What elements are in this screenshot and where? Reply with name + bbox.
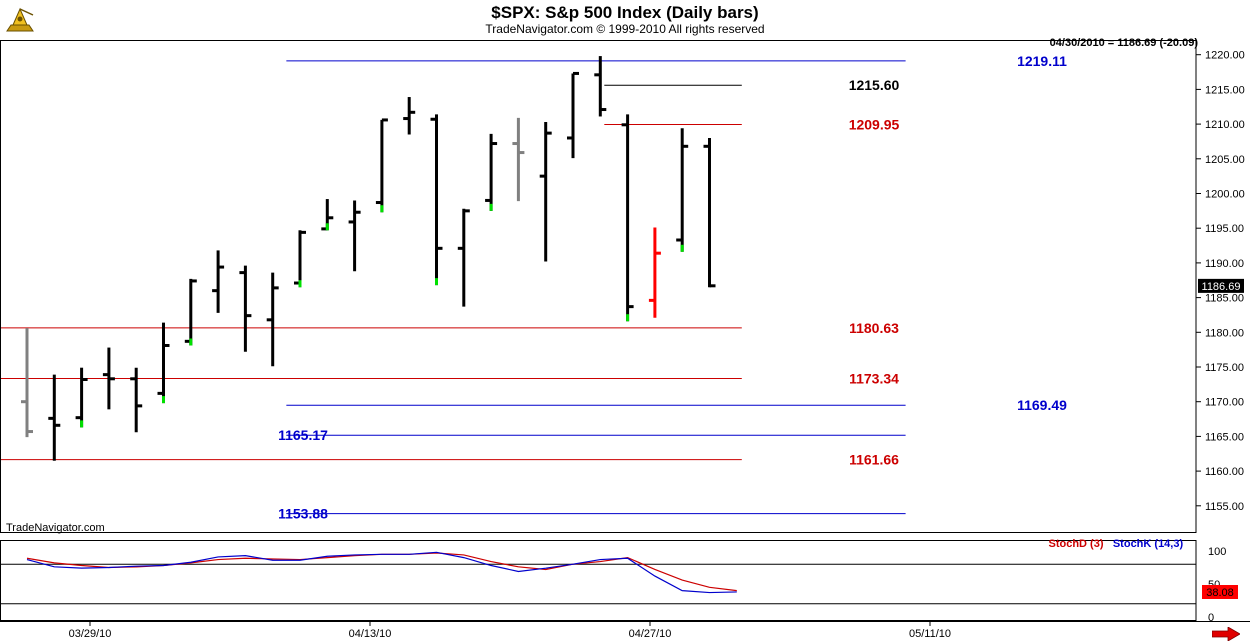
ohlc-bar	[48, 374, 61, 461]
y-axis-tick-label: 1165.00	[1205, 431, 1244, 443]
ohlc-bar	[212, 250, 225, 313]
ohlc-bar	[321, 199, 334, 231]
y-axis-tick-label: 1210.00	[1205, 119, 1245, 131]
stoch-series-line	[26, 552, 737, 592]
level-label: 1161.66	[849, 452, 899, 468]
y-axis-tick-label: 1185.00	[1205, 293, 1244, 305]
stoch-y-tick-label: 0	[1208, 612, 1214, 624]
ohlc-bar	[239, 265, 252, 352]
x-axis-tick-label: 03/29/10	[69, 628, 112, 640]
ohlc-bar	[594, 56, 607, 117]
y-axis-tick-label: 1190.00	[1205, 258, 1244, 270]
ohlc-bar	[567, 71, 579, 159]
ohlc-bar	[184, 278, 197, 346]
last-price-label: 1186.69	[1202, 281, 1241, 293]
stoch-last-box	[1202, 585, 1238, 599]
y-axis-tick-label: 1195.00	[1205, 223, 1244, 235]
level-label: 1180.63	[849, 320, 899, 336]
ohlc-bar	[348, 200, 361, 272]
last-price-box	[1198, 278, 1244, 293]
level-label: 1215.60	[849, 77, 900, 93]
sextant-logo-icon	[6, 7, 34, 32]
watermark: TradeNavigator.com	[6, 522, 105, 534]
price-panel-frame	[0, 40, 1197, 533]
ohlc-bar	[676, 128, 689, 252]
chart-title: $SPX: S&p 500 Index (Daily bars)	[491, 3, 759, 22]
ohlc-bar	[403, 97, 416, 135]
ohlc-bar	[157, 322, 170, 404]
stoch-y-tick-label: 100	[1208, 546, 1226, 558]
stoch-legend-k: StochK (14,3)	[1113, 538, 1184, 550]
ohlc-bar	[648, 227, 661, 318]
y-axis-tick-label: 1155.00	[1205, 501, 1244, 513]
stoch-last-label: 38.08	[1206, 587, 1234, 599]
x-axis-tick-label: 04/13/10	[349, 628, 392, 640]
copyright-text: TradeNavigator.com © 1999-2010 All right…	[485, 22, 765, 36]
level-label: 1209.95	[849, 116, 900, 132]
stoch-panel-frame	[0, 540, 1197, 621]
y-axis-tick-label: 1175.00	[1205, 362, 1244, 374]
ohlc-bar	[266, 272, 279, 367]
y-axis-tick-label: 1170.00	[1205, 397, 1244, 409]
ohlc-bar	[457, 208, 470, 307]
level-label: 1173.34	[849, 371, 899, 387]
y-axis-tick-label: 1160.00	[1205, 466, 1244, 478]
y-axis-tick-label: 1220.00	[1205, 50, 1245, 62]
ohlc-bar	[102, 347, 115, 410]
ohlc-bar	[375, 118, 388, 213]
ohlc-bar	[294, 230, 306, 288]
level-label: 1219.11	[1017, 53, 1067, 69]
y-axis-tick-label: 1200.00	[1205, 189, 1245, 201]
ohlc-bar	[539, 122, 552, 262]
level-label: 1165.17	[278, 427, 328, 443]
y-axis-tick-label: 1215.00	[1205, 84, 1245, 96]
ohlc-bar	[621, 114, 634, 322]
stoch-series-line	[26, 551, 737, 594]
ohlc-bar	[430, 114, 443, 286]
ohlc-bar	[512, 117, 525, 202]
stoch-legend-d: StochD (3)	[1049, 538, 1104, 550]
x-axis-tick-label: 05/11/10	[909, 628, 951, 640]
x-axis-tick-label: 04/27/10	[629, 628, 672, 640]
level-label: 1153.88	[278, 506, 328, 522]
level-label: 1169.49	[1017, 397, 1067, 413]
ohlc-bar	[75, 367, 88, 428]
y-axis-tick-label: 1180.00	[1205, 327, 1244, 339]
ohlc-bar	[130, 367, 143, 433]
ohlc-bar	[485, 133, 498, 211]
y-axis-tick-label: 1205.00	[1205, 154, 1245, 166]
ohlc-bar	[703, 137, 716, 288]
ohlc-bar	[21, 328, 33, 438]
scroll-right-arrow-icon[interactable]	[1212, 627, 1240, 641]
